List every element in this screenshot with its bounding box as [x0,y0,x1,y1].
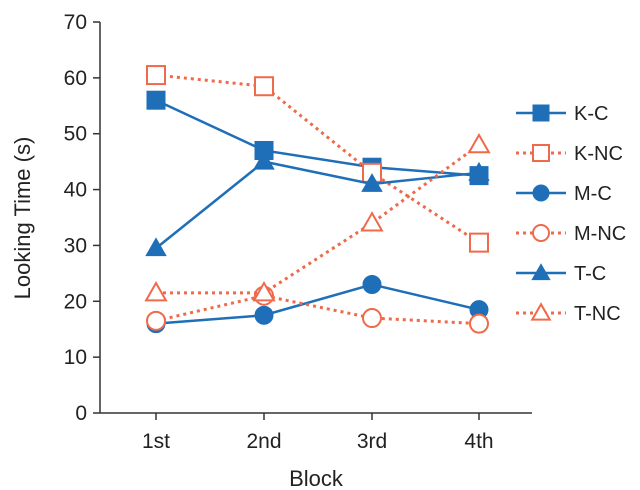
series-k-nc [146,65,489,253]
data-point [360,211,384,232]
legend-marker [532,144,550,162]
data-point [146,65,166,86]
series-t-c [145,150,490,257]
data-point [253,150,275,170]
data-point [362,308,382,329]
axes [99,22,532,414]
series-line [156,143,480,295]
y-axis-title: Looking Time (s) [10,137,35,300]
y-tick-label: 30 [64,234,87,257]
legend-label: T-C [574,263,606,285]
y-tick-label: 10 [64,346,87,369]
legend-item: M-NC [516,223,626,245]
legend: K-C K-NC M-C M-NC T-C T-NC [516,103,626,325]
x-tick-label: 4th [464,430,493,453]
data-point [469,313,489,334]
legend-item: K-C [516,103,608,125]
x-tick-label: 2nd [246,430,281,453]
legend-label: M-C [574,183,612,205]
x-tick-label: 3rd [357,430,387,453]
y-tick-label: 0 [75,402,87,425]
series-m-c [146,275,489,334]
x-tick-label: 1st [142,430,170,453]
legend-marker [532,224,550,242]
legend-label: T-NC [574,303,621,325]
legend-marker [532,104,550,122]
data-point [144,280,168,302]
data-point [361,173,383,192]
legend-marker [530,302,552,321]
data-point [468,161,490,181]
legend-marker [532,184,550,202]
y-tick-label: 40 [64,179,87,202]
series-group [144,65,491,334]
series-t-nc [144,132,491,302]
y-tick-label: 20 [64,290,87,313]
legend-label: M-NC [574,223,626,245]
data-point [252,280,276,302]
series-line [155,283,480,325]
legend-item: T-NC [516,302,621,325]
y-tick-label: 60 [64,67,87,90]
legend-label: K-C [574,103,608,125]
data-point [254,305,274,325]
series-line [155,160,480,250]
y-tick-label: 50 [64,123,87,146]
legend-item: T-C [516,263,606,285]
legend-item: M-C [516,183,612,205]
data-point [254,76,274,97]
data-point [469,232,489,253]
data-point [145,237,167,257]
series-k-c [146,90,489,186]
x-ticks: 1st 2nd 3rd 4th [142,413,494,453]
legend-item: K-NC [516,143,623,165]
legend-label: K-NC [574,143,623,165]
y-ticks: 0 10 20 30 40 50 60 70 [64,11,100,425]
data-point [146,90,166,110]
data-point [467,132,491,154]
x-axis-title: Block [289,466,344,490]
series-line [155,99,480,177]
data-point [362,275,382,295]
series-line [155,294,480,326]
legend-marker [531,263,551,281]
series-line [155,73,480,244]
y-tick-label: 70 [64,11,87,34]
data-point [146,310,166,331]
